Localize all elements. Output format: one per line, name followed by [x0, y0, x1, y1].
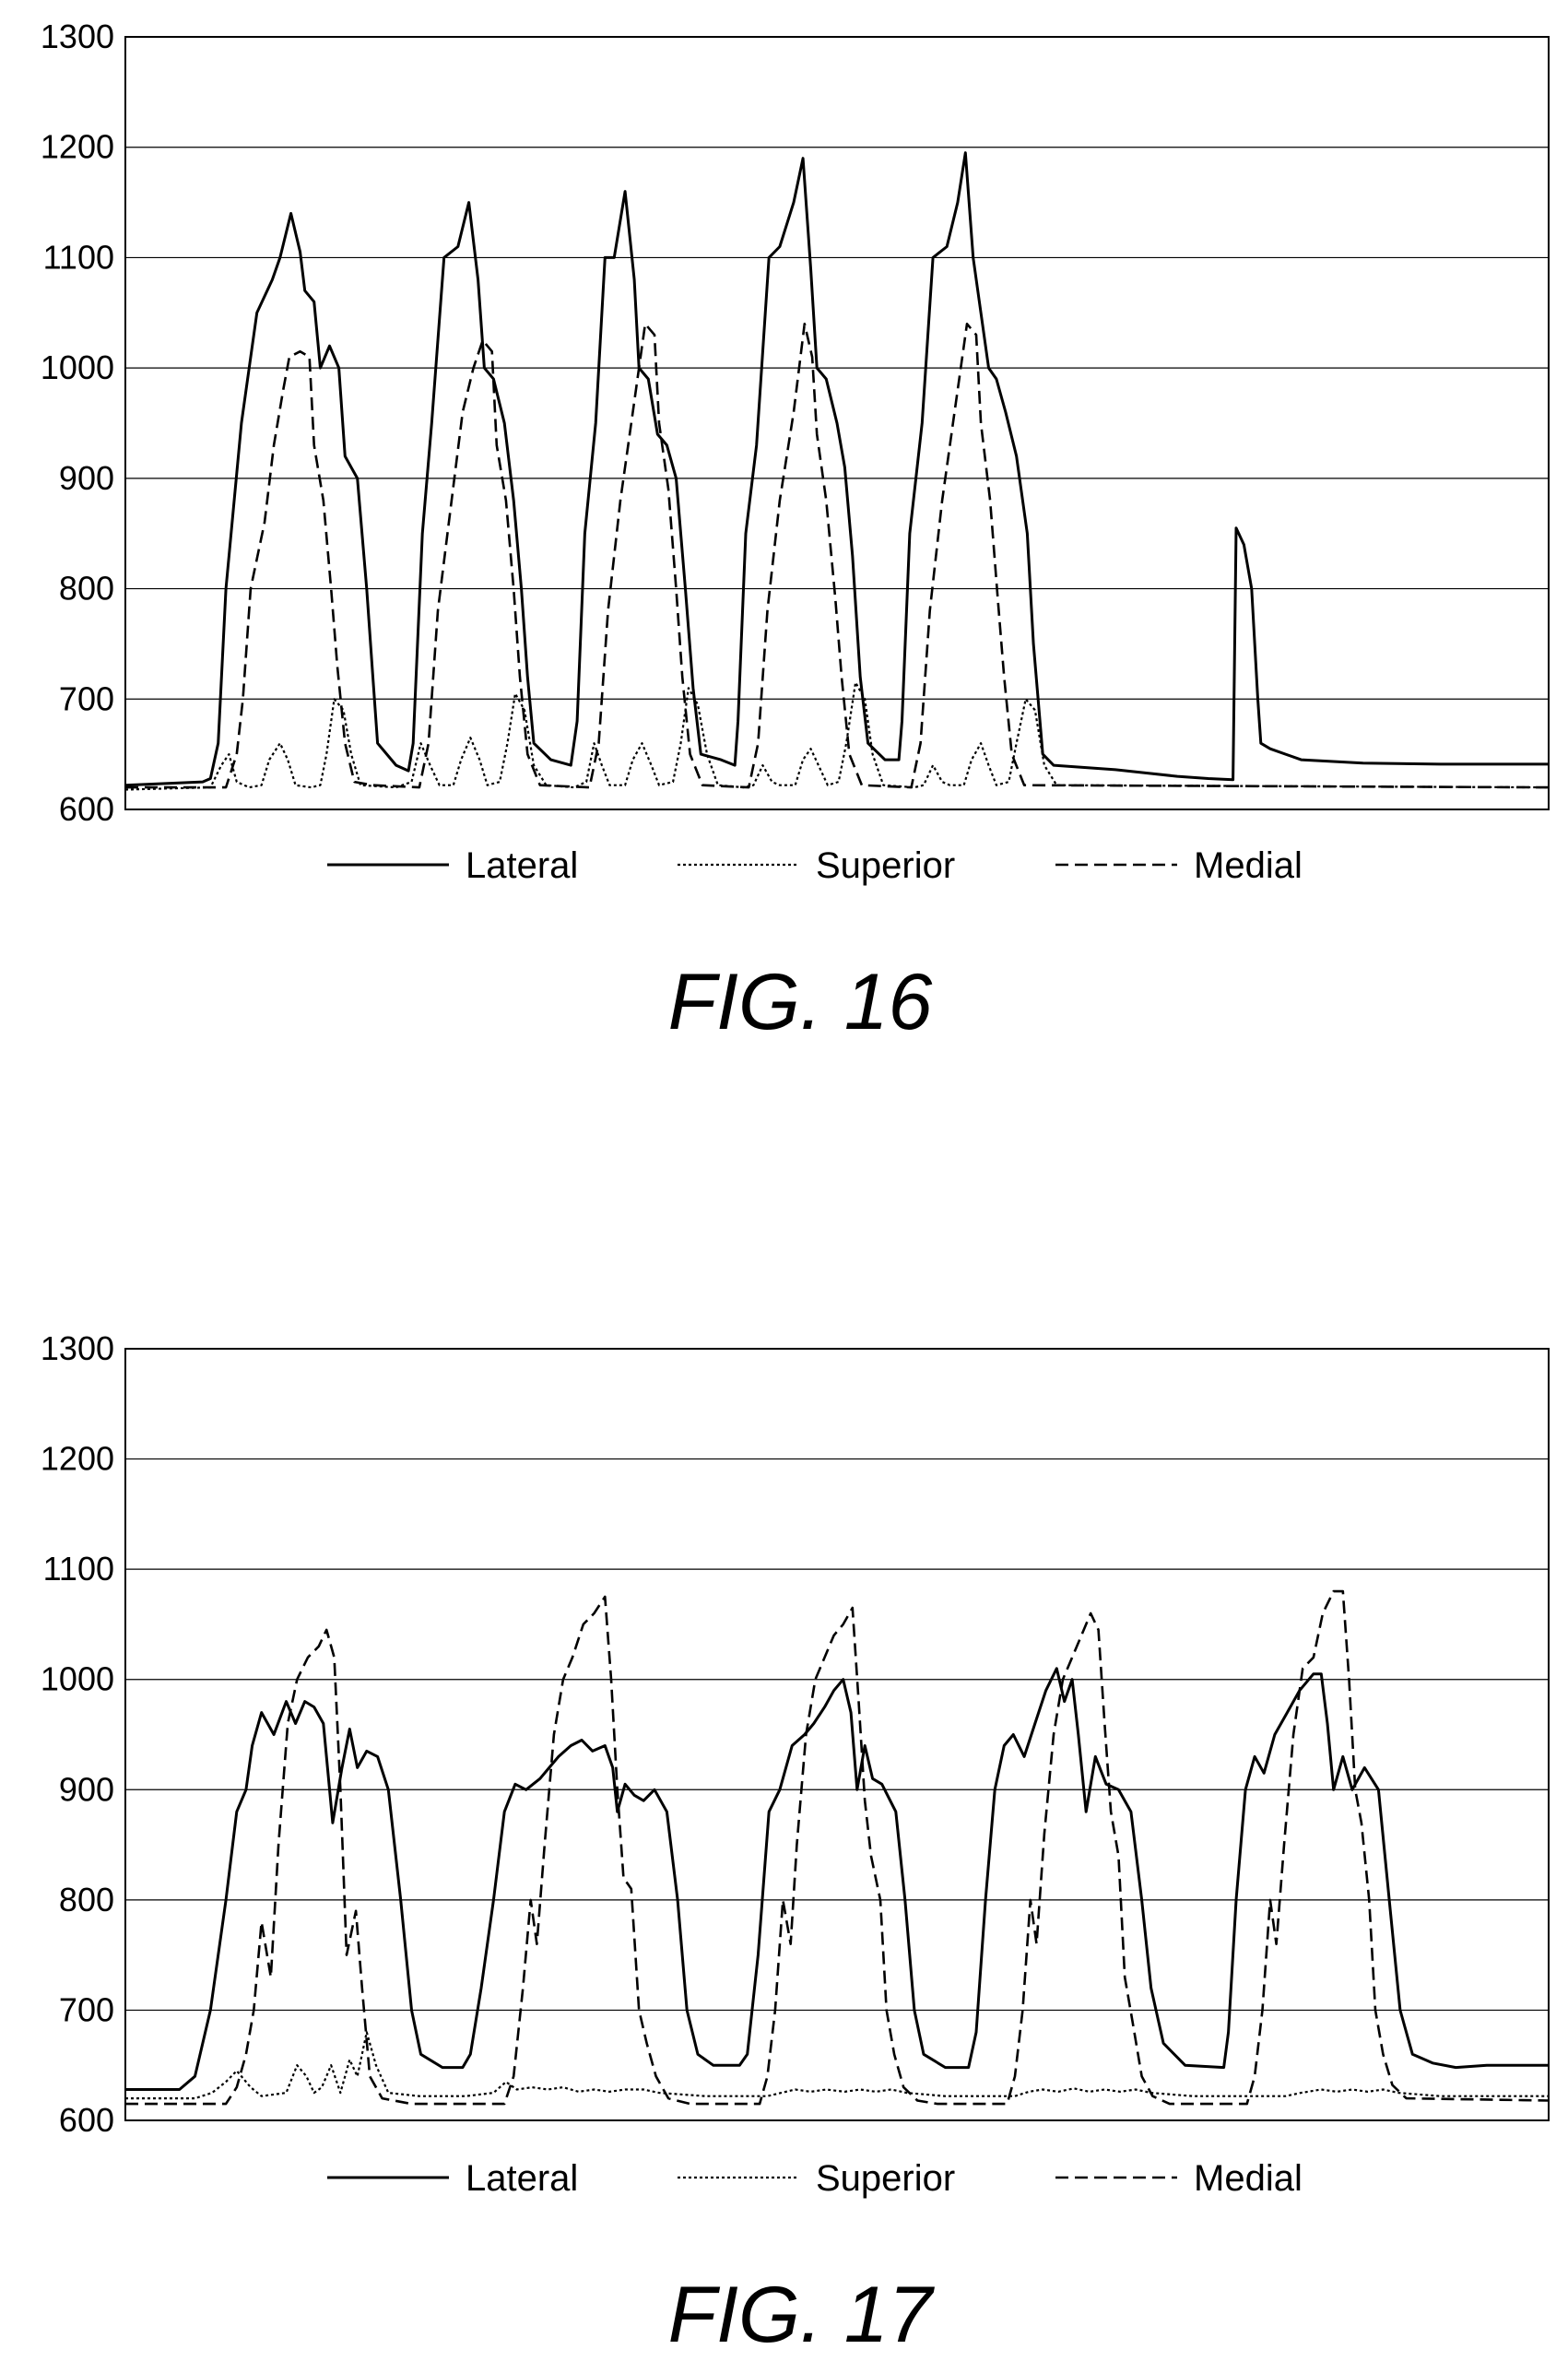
legend-label-lateral: Lateral	[466, 845, 578, 886]
y-tick-label: 1100	[43, 1550, 114, 1588]
y-tick-label: 800	[59, 1881, 114, 1918]
y-tick-label: 700	[59, 1990, 114, 2028]
y-tick-label: 800	[59, 570, 114, 608]
y-tick-label: 1100	[43, 238, 114, 276]
y-tick-label: 900	[59, 459, 114, 497]
series-line-lateral	[125, 1667, 1549, 2091]
y-tick-label: 1300	[41, 1329, 114, 1367]
y-tick-label: 600	[59, 790, 114, 828]
legend: Lateral Superior Medial	[327, 2158, 1303, 2199]
figure-caption: FIG. 17	[668, 2271, 936, 2359]
y-tick-label: 1000	[41, 1660, 114, 1698]
chart-2: 600 700 800 900 1000 1100 1200 1300 Lateral Super…	[41, 1329, 1550, 2359]
y-tick-label: 900	[59, 1770, 114, 1808]
legend: Lateral Superior Medial	[327, 845, 1303, 886]
plot-frame	[124, 36, 1550, 810]
series-line-lateral	[124, 151, 1549, 787]
series-line-medial	[125, 323, 1550, 789]
legend-label-superior: Superior	[816, 845, 955, 886]
series-line-medial	[125, 1589, 1550, 2106]
legend-label-lateral: Lateral	[466, 2158, 578, 2199]
legend-label-superior: Superior	[816, 2158, 955, 2199]
y-tick-label: 600	[59, 2101, 114, 2139]
series-line-superior	[125, 2031, 1549, 2100]
legend-label-medial: Medial	[1194, 845, 1303, 886]
y-tick-label: 1000	[41, 348, 114, 386]
legend-label-medial: Medial	[1194, 2158, 1303, 2199]
y-tick-label: 700	[59, 679, 114, 717]
series-line-superior	[124, 681, 1550, 791]
figure-caption: FIG. 16	[668, 958, 933, 1046]
plot-frame	[124, 1348, 1550, 2121]
y-tick-label: 1200	[41, 128, 114, 166]
chart-1: 600 700 800 900 1000 1100 1200 1300 Lateral Super…	[41, 18, 1550, 1046]
y-tick-label: 1300	[41, 18, 114, 55]
y-tick-label: 1200	[41, 1440, 114, 1478]
